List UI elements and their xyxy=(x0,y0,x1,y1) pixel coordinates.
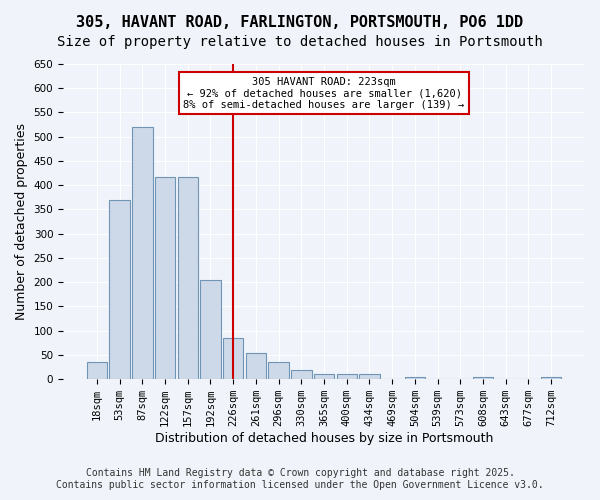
Bar xyxy=(109,200,130,379)
X-axis label: Distribution of detached houses by size in Portsmouth: Distribution of detached houses by size … xyxy=(155,432,493,445)
Bar xyxy=(337,374,357,379)
Bar xyxy=(314,374,334,379)
Bar xyxy=(178,176,198,379)
Bar xyxy=(245,352,266,379)
Bar xyxy=(268,362,289,379)
Bar xyxy=(132,127,152,379)
Bar xyxy=(291,370,311,379)
Bar xyxy=(473,377,493,379)
Y-axis label: Number of detached properties: Number of detached properties xyxy=(15,123,28,320)
Text: 305 HAVANT ROAD: 223sqm
← 92% of detached houses are smaller (1,620)
8% of semi-: 305 HAVANT ROAD: 223sqm ← 92% of detache… xyxy=(184,76,464,110)
Bar xyxy=(541,377,561,379)
Bar xyxy=(404,377,425,379)
Bar xyxy=(155,176,175,379)
Text: 305, HAVANT ROAD, FARLINGTON, PORTSMOUTH, PO6 1DD: 305, HAVANT ROAD, FARLINGTON, PORTSMOUTH… xyxy=(76,15,524,30)
Bar xyxy=(200,280,221,379)
Text: Size of property relative to detached houses in Portsmouth: Size of property relative to detached ho… xyxy=(57,35,543,49)
Bar xyxy=(223,338,244,379)
Text: Contains HM Land Registry data © Crown copyright and database right 2025.
Contai: Contains HM Land Registry data © Crown c… xyxy=(56,468,544,490)
Bar xyxy=(359,374,380,379)
Bar xyxy=(87,362,107,379)
